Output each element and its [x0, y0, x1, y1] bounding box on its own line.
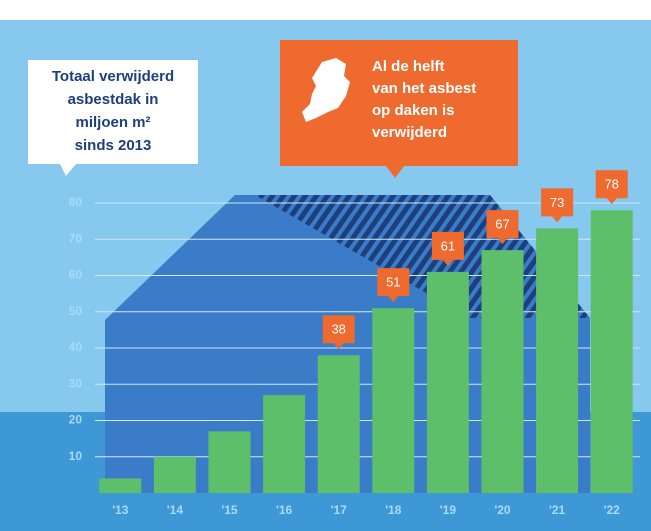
- x-tick-label: '14: [167, 503, 184, 517]
- value-label-box: [486, 210, 519, 239]
- y-tick-label: 20: [69, 413, 83, 427]
- value-label-pointer: [497, 238, 508, 245]
- value-label-box: [541, 188, 574, 217]
- value-label: 51: [386, 275, 400, 290]
- value-label-box: [377, 268, 410, 297]
- value-label-pointer: [442, 259, 453, 266]
- x-tick-label: '15: [221, 503, 238, 517]
- y-tick-label: 50: [69, 304, 83, 318]
- x-tick-label: '19: [440, 503, 457, 517]
- value-label-pointer: [552, 216, 563, 223]
- bar: [99, 478, 142, 493]
- title-box: [28, 60, 198, 164]
- title-pointer: [60, 164, 76, 176]
- bar: [317, 355, 360, 493]
- bar: [372, 308, 415, 493]
- value-label: 78: [604, 177, 618, 192]
- y-tick-label: 70: [69, 231, 83, 245]
- x-tick-label: '17: [331, 503, 348, 517]
- value-label: 61: [441, 238, 455, 253]
- chart-title: miljoen m²: [75, 114, 150, 131]
- bar: [426, 271, 469, 493]
- y-tick-label: 60: [69, 268, 83, 282]
- x-tick-label: '20: [494, 503, 511, 517]
- annotation: verwijderd: [372, 124, 447, 141]
- bar: [263, 395, 306, 493]
- x-tick-label: '18: [385, 503, 402, 517]
- value-label: 38: [331, 322, 345, 337]
- x-tick-label: '22: [604, 503, 621, 517]
- annotation-pointer: [386, 166, 404, 178]
- chart-title: Totaal verwijderd: [52, 68, 174, 85]
- x-tick-label: '13: [112, 503, 129, 517]
- bar: [590, 210, 633, 493]
- bar: [208, 431, 251, 493]
- chart-title: sinds 2013: [75, 137, 152, 154]
- map-icon: [302, 58, 350, 122]
- y-tick-label: 10: [69, 449, 83, 463]
- bar: [481, 250, 524, 493]
- value-label: 67: [495, 217, 509, 232]
- x-tick-label: '21: [549, 503, 566, 517]
- value-label-box: [322, 315, 355, 344]
- value-label-pointer: [333, 343, 344, 350]
- value-label: 73: [550, 195, 564, 210]
- y-tick-label: 80: [69, 195, 83, 209]
- value-label-box: [595, 170, 628, 199]
- chart-title: asbestdak in: [68, 91, 159, 108]
- x-tick-label: '16: [276, 503, 293, 517]
- annotation: van het asbest: [372, 80, 476, 97]
- value-label-pointer: [388, 296, 399, 303]
- value-label-box: [431, 231, 464, 260]
- annotation: Al de helft: [372, 58, 445, 75]
- y-tick-label: 40: [69, 340, 83, 354]
- bar: [153, 456, 196, 493]
- bar: [536, 228, 579, 493]
- y-tick-label: 30: [69, 376, 83, 390]
- annotation: op daken is: [372, 102, 455, 119]
- value-label-pointer: [606, 198, 617, 205]
